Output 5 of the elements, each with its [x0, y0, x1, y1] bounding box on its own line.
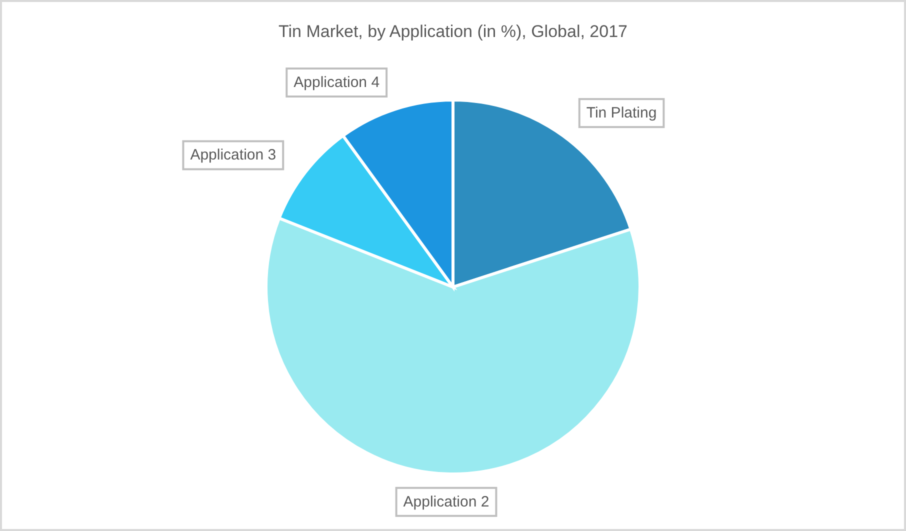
slice-label: Application 2 [403, 493, 490, 510]
chart-title: Tin Market, by Application (in %), Global, 2017 [278, 22, 628, 42]
slice-label: Application 3 [190, 146, 276, 164]
slice-label: Tin Plating [586, 104, 657, 122]
slice-label: Application 4 [294, 74, 380, 92]
